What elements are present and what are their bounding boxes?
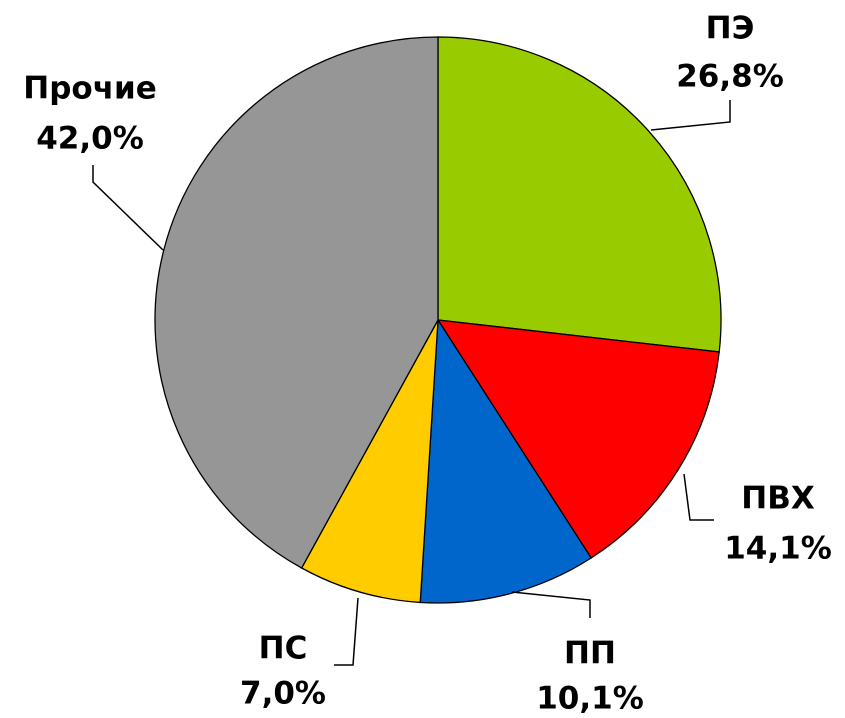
category-label: ПВХ bbox=[741, 481, 815, 517]
value-label: 7,0% bbox=[240, 676, 326, 712]
category-label: ПС bbox=[259, 631, 308, 667]
category-label: ПЭ bbox=[706, 11, 755, 47]
category-label: Прочие bbox=[23, 71, 156, 107]
value-label: 26,8% bbox=[676, 59, 784, 95]
slice bbox=[436, 319, 720, 559]
slice bbox=[154, 36, 439, 569]
slice bbox=[437, 36, 722, 353]
value-label: 10,1% bbox=[536, 681, 644, 717]
value-label: 42,0% bbox=[36, 121, 144, 157]
slice bbox=[419, 317, 593, 604]
category-label: ПП bbox=[564, 636, 616, 672]
value-label: 14,1% bbox=[724, 531, 832, 567]
pie bbox=[154, 36, 722, 604]
leader-lines bbox=[92, 100, 731, 666]
labels: ПЭ 26,8% ПВХ 14,1% ПП 10,1% ПС 7,0% Прочие 42,0% bbox=[23, 11, 832, 717]
leader-line bbox=[511, 591, 591, 618]
leader-line bbox=[334, 597, 359, 666]
leader-line bbox=[683, 473, 714, 521]
leader-line bbox=[650, 100, 731, 131]
leader-line bbox=[92, 165, 164, 251]
slice bbox=[300, 319, 439, 604]
